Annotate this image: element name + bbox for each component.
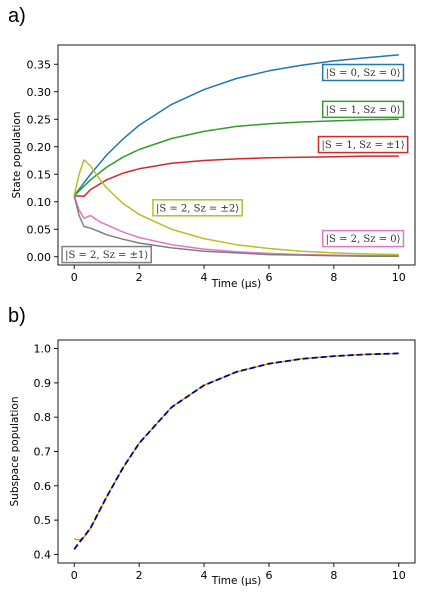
charta-y-tick-label: 0.10 [27,196,52,209]
charta-x-axis-label: Time (μs) [211,278,261,290]
chartb-axes-frame [57,339,416,564]
chartb-x-tick-label: 8 [330,569,337,582]
panel-b-label: b) [8,305,26,327]
chartb-x-tick-label: 6 [265,569,272,582]
charta-x-tick-label: 8 [330,271,337,284]
charta-state-label-box [317,135,409,154]
chartb-x-tick-label: 0 [71,569,78,582]
chartb-y-tick-label: 0.6 [34,480,52,493]
chartb-y-tick-label: 0.5 [34,514,52,527]
chartb-y-tick-label: 0.7 [34,446,52,459]
charta-state-label-box [152,199,243,217]
charta-y-axis-label: State population [11,111,23,198]
charta-x-tick-label: 2 [136,271,143,284]
charta-y-tick-label: 0.20 [27,141,52,154]
charta-series-line-2 [73,118,399,197]
charta-state-label-box [321,229,405,248]
chartb-x-tick-label: 4 [201,569,208,582]
panel-a-label: a) [8,5,26,27]
charta-state-label-box [321,100,405,119]
chartb-y-tick-label: 0.4 [34,548,52,561]
charta-state-label: |S = 2, Sz = ±1⟩ [65,250,148,261]
charta-series-line-1 [73,54,399,197]
chartb-x-tick-label: 2 [136,569,143,582]
charta-state-label: |S = 2, Sz = 0⟩ [326,234,401,245]
charta-y-tick-label: 0.00 [27,251,52,264]
charta-y-tick-label: 0.25 [27,113,52,126]
chartb-y-tick-label: 0.9 [34,377,52,390]
charta-series-line-3 [74,155,399,198]
chartb-series-line-1 [74,352,399,541]
charta-state-label: |S = 1, Sz = ±1⟩ [321,140,404,151]
charta-series-line-4 [73,159,399,256]
charta-state-label-box [321,63,405,82]
charta-state-label: |S = 2, Sz = ±2⟩ [156,203,239,214]
chartb-y-tick-label: 1.0 [34,343,52,356]
charta-state-label: |S = 1, Sz = 0⟩ [326,105,401,116]
charta-y-tick-label: 0.35 [27,58,52,71]
charta-y-tick-label: 0.05 [27,223,52,236]
charta-state-label-box [61,245,153,264]
chartb-y-tick-label: 0.8 [34,411,52,424]
charta-x-tick-label: 0 [71,271,78,284]
charta-x-tick-label: 4 [201,271,208,284]
charta-y-tick-label: 0.30 [27,86,52,99]
charta-state-label: |S = 0, Sz = 0⟩ [326,68,401,79]
charta-x-tick-label: 6 [265,271,272,284]
chartb-x-axis-label: Time (μs) [211,575,261,587]
chartb-series-line-2 [73,352,399,550]
charta-y-tick-label: 0.15 [27,168,52,181]
charta-x-tick-label: 10 [392,271,406,284]
charta-series-line-6 [73,195,399,257]
chartb-x-tick-label: 10 [392,569,406,582]
charta-axes-frame [57,44,416,266]
chartb-y-axis-label: Subspace population [9,397,21,507]
